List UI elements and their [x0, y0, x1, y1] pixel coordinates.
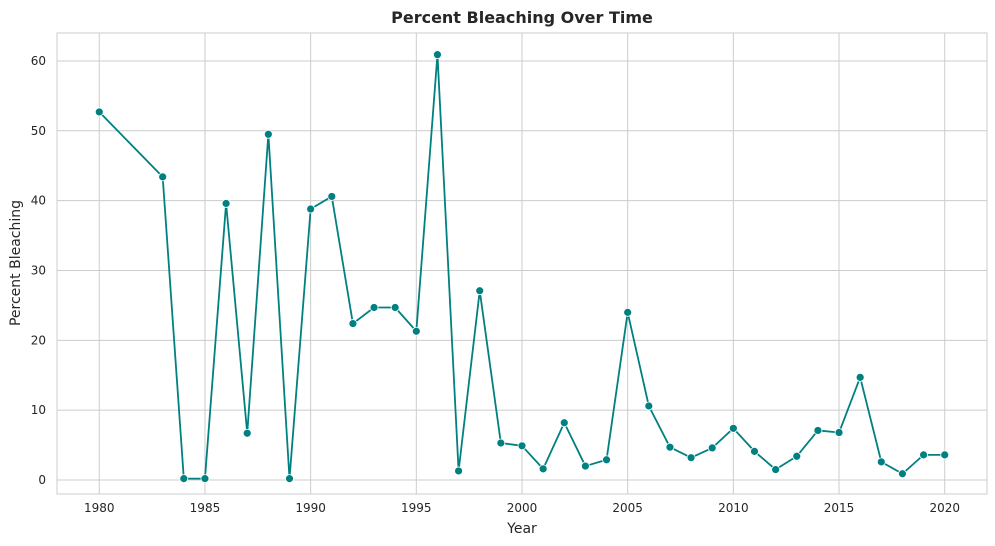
data-point	[179, 474, 189, 484]
grid-lines	[57, 33, 987, 494]
y-tick-label: 60	[31, 54, 46, 68]
data-point	[348, 319, 358, 328]
data-point	[285, 474, 294, 484]
data-point	[581, 461, 590, 471]
x-tick-label: 1985	[190, 501, 221, 515]
x-tick-label: 1995	[401, 501, 432, 515]
data-point	[538, 464, 548, 474]
data-point	[898, 469, 907, 479]
data-point	[475, 286, 485, 296]
data-point	[855, 372, 865, 382]
y-tick-label: 30	[31, 263, 46, 277]
x-tick-label: 1990	[295, 501, 326, 515]
data-point	[433, 50, 442, 60]
y-tick-label: 0	[38, 473, 46, 487]
data-point	[306, 204, 316, 214]
data-point	[496, 438, 506, 448]
y-tick-label: 20	[31, 333, 46, 347]
data-point	[221, 199, 231, 208]
data-point	[623, 307, 633, 317]
data-point	[707, 443, 717, 453]
x-tick-label: 2020	[929, 501, 960, 515]
x-tick-label: 2010	[718, 501, 749, 515]
x-tick-label: 2015	[824, 501, 855, 515]
data-point	[792, 451, 802, 461]
data-point	[454, 466, 463, 476]
x-tick-label: 2005	[612, 501, 643, 515]
x-tick-label: 1980	[84, 501, 115, 515]
data-points	[94, 50, 950, 484]
y-tick-label: 50	[31, 124, 46, 138]
axis-ticks: 1980 1985 1990 1995 2000 2005 2010 2015 2020 0 10 2…	[31, 54, 960, 515]
data-point	[940, 450, 950, 460]
data-point	[813, 426, 823, 435]
data-point	[158, 172, 168, 182]
data-point	[665, 442, 675, 452]
data-point	[919, 450, 928, 460]
data-point	[94, 107, 104, 117]
data-point	[263, 129, 273, 139]
data-point	[242, 428, 252, 438]
data-point	[876, 457, 886, 467]
data-point	[369, 303, 379, 312]
data-point	[750, 446, 759, 456]
y-tick-label: 40	[31, 194, 46, 208]
data-point	[200, 474, 210, 484]
data-point	[411, 326, 421, 336]
data-point	[390, 303, 400, 312]
data-point	[834, 428, 844, 437]
data-point	[644, 401, 654, 411]
data-point	[686, 453, 696, 463]
y-tick-label: 10	[31, 403, 46, 417]
data-point	[517, 441, 527, 451]
x-tick-label: 2000	[507, 501, 538, 515]
data-point	[771, 465, 781, 474]
y-axis-label: Percent Bleaching	[8, 200, 24, 326]
data-point	[728, 423, 738, 433]
x-axis-label: Year	[506, 521, 537, 537]
data-point	[327, 192, 337, 201]
data-point	[602, 455, 611, 465]
data-point	[559, 418, 569, 428]
chart-title: Percent Bleaching Over Time	[391, 8, 653, 27]
